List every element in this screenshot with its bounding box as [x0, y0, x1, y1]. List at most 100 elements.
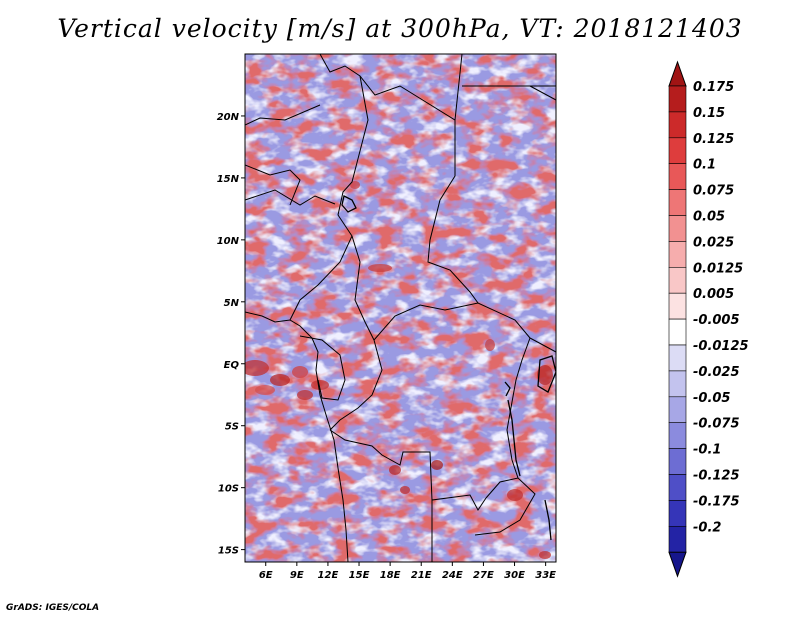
lon-tick-label: 27E — [473, 570, 494, 581]
colorbar-swatch — [668, 215, 687, 242]
map-panel — [245, 54, 556, 562]
colorbar-swatch — [668, 241, 687, 268]
colorbar-label: -0.075 — [693, 417, 740, 432]
border-drc-angola — [329, 429, 487, 511]
lat-tick-label: 15S — [218, 546, 239, 557]
border-misc-north — [245, 104, 321, 126]
colorbar-label: 0.125 — [693, 132, 734, 147]
colorbar-label: -0.2 — [693, 520, 721, 535]
colorbar-swatch — [668, 344, 687, 372]
colorbar-label: 0.15 — [693, 106, 725, 121]
border-niger-chad — [337, 75, 369, 216]
updraft-cell — [507, 489, 523, 501]
border-nigeria-cameroon — [289, 214, 353, 321]
country-borders — [245, 54, 556, 562]
updraft-cell — [537, 365, 553, 385]
colorbar-label: -0.05 — [693, 391, 730, 406]
updraft-cell — [297, 390, 313, 400]
border-tanzania — [529, 337, 556, 353]
border-car-drc — [373, 302, 531, 341]
lat-tick-label: 20N — [217, 112, 240, 123]
lat-tick-label: 5S — [225, 422, 239, 433]
colorbar-swatch — [668, 396, 687, 423]
colorbar-swatch — [668, 318, 687, 346]
colorbar-swatch — [668, 525, 687, 553]
lat-tick-label: 5N — [224, 298, 240, 309]
border-cameroon-car — [351, 235, 375, 341]
colorbar-swatch — [668, 266, 687, 294]
colorbar-label: -0.1 — [693, 443, 721, 458]
colorbar-label: 0.05 — [693, 210, 725, 225]
lon-tick-label: 6E — [259, 570, 273, 581]
colorbar-swatch — [668, 163, 687, 190]
velocity-field — [245, 54, 556, 562]
lat-tick-label: EQ — [224, 360, 240, 371]
updraft-cell — [350, 181, 360, 189]
updraft-cell — [400, 486, 410, 494]
strong-updraft-cells — [245, 181, 553, 559]
lat-tick-label: 10N — [217, 236, 240, 247]
lon-tick-label: 21E — [411, 570, 432, 581]
lakes — [341, 195, 556, 541]
lake-chad — [341, 195, 357, 213]
colorbar-label: -0.025 — [693, 365, 740, 380]
colorbar-bottom-arrow — [668, 551, 687, 578]
colorbar-label: 0.075 — [693, 184, 734, 199]
border-drc-east — [506, 337, 531, 479]
lon-tick-label: 30E — [504, 570, 525, 581]
border-nigeria-niger — [245, 189, 336, 206]
border-algeria-libya — [319, 54, 463, 121]
colorbar-swatch — [668, 448, 687, 475]
border-gabon — [299, 335, 346, 401]
lon-tick-label: 18E — [380, 570, 401, 581]
colorbar-swatch — [668, 111, 687, 139]
colorbar-swatch — [668, 370, 687, 398]
colorbar-swatch — [668, 292, 687, 320]
updraft-cell — [245, 360, 269, 376]
lake-victoria — [537, 355, 556, 393]
updraft-cell — [270, 374, 290, 386]
colorbar-top-arrow — [668, 60, 687, 87]
border-libya-sudan — [427, 120, 479, 304]
colorbar-label: 0.1 — [693, 158, 716, 173]
updraft-cell — [389, 465, 401, 475]
axis-ticks: 6E 9E 12E 15E 18E 21E 24E 27E 30E 33E 20N 15N 10N 5N E… — [217, 112, 556, 581]
border-sudan-north — [529, 85, 556, 101]
colorbar-swatch — [668, 422, 687, 449]
updraft-cell — [368, 264, 392, 272]
updraft-cell — [485, 339, 495, 351]
colorbar-label: 0.025 — [693, 235, 734, 250]
lat-tick-label: 15N — [217, 174, 240, 185]
lon-tick-label: 12E — [318, 570, 339, 581]
updraft-cell — [431, 460, 443, 470]
border-zambia — [474, 477, 536, 536]
colorbar-label: -0.175 — [693, 494, 740, 509]
updraft-cell — [539, 551, 551, 559]
colorbar-swatch — [668, 85, 687, 113]
colorbar-swatch — [668, 474, 687, 501]
lake-kivu — [504, 381, 511, 397]
map-title: Vertical velocity [m/s] at 300hPa, VT: 2… — [57, 14, 743, 43]
colorbar-label: -0.005 — [693, 313, 740, 328]
colorbar-swatch — [668, 500, 687, 527]
lat-tick-label: 10S — [218, 484, 239, 495]
lon-tick-label: 15E — [349, 570, 370, 581]
lon-tick-label: 33E — [535, 570, 556, 581]
map-frame — [244, 53, 557, 563]
colorbar-label: 0.175 — [693, 80, 734, 95]
updraft-cell — [255, 385, 275, 395]
lon-tick-label: 9E — [290, 570, 304, 581]
colorbar-label: -0.125 — [693, 469, 740, 484]
lake-malawi — [544, 499, 552, 541]
coastline-west — [245, 311, 349, 562]
updraft-cell — [292, 366, 308, 378]
colorbar-swatch — [668, 137, 687, 165]
colorbar-swatch — [668, 189, 687, 216]
lake-tanganyika — [507, 399, 521, 477]
lon-tick-label: 24E — [442, 570, 463, 581]
colorbar-label: 0.005 — [693, 287, 734, 302]
colorbar: 0.175 0.15 0.125 0.1 0.075 0.05 0.025 0.0125 0.0… — [668, 60, 749, 578]
grads-credit: GrADS: IGES/COLA — [6, 603, 100, 613]
updraft-cell — [311, 380, 329, 390]
